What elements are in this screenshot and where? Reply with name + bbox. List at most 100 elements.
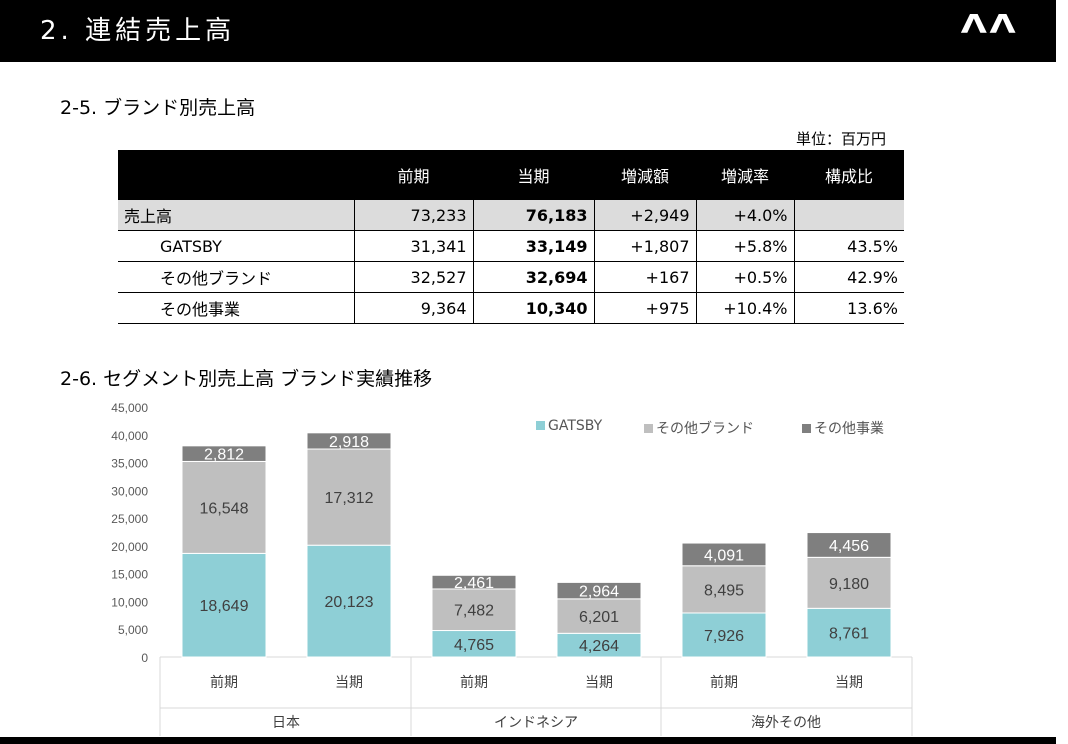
table-cell: 31,341: [353, 230, 473, 262]
table-cell: +2,949: [593, 200, 696, 231]
bar-segment: [681, 542, 767, 567]
bar-segment: [806, 532, 892, 558]
data-label: 2,461: [454, 575, 494, 592]
table-header-cell: 増減額: [594, 150, 696, 200]
group-label: 海外その他: [751, 715, 821, 731]
bar-segment: [806, 556, 892, 609]
table-cell: +4.0%: [695, 200, 794, 231]
y-tick-label: 25,000: [111, 512, 148, 526]
x-tick-label: 当期: [585, 675, 613, 691]
data-label: 8,495: [704, 582, 744, 599]
table-cell: その他事業: [118, 292, 354, 324]
bar-segment: [431, 630, 517, 658]
data-label: 7,926: [704, 628, 744, 645]
table-cell: 42.9%: [793, 261, 904, 293]
table-cell: 76,183: [472, 200, 594, 231]
data-label: 2,964: [579, 584, 619, 601]
data-label: 4,091: [704, 547, 744, 564]
table-header-cell: 前期: [354, 150, 473, 200]
bar-segment: [181, 445, 267, 462]
y-tick-label: 5,000: [118, 623, 148, 637]
x-tick-label: 当期: [335, 675, 363, 691]
table-header-row: 前期 当期 増減額 増減率 構成比: [118, 150, 904, 200]
page-title: 2. 連結売上高: [40, 16, 236, 46]
legend-item: GATSBY: [536, 418, 602, 434]
table-header-cell: [118, 150, 354, 200]
bar-segment: [806, 607, 892, 658]
group-label: インドネシア: [494, 715, 578, 731]
stacked-bar-chart: 0 5,000 10,000 15,000 20,000 25,000 30,000 35,0…: [111, 401, 913, 736]
brand-sales-table: 前期 当期 増減額 増減率 構成比 売上高 73,233 76,183 +2,9…: [118, 150, 904, 324]
x-tick-label: 前期: [460, 674, 488, 691]
data-label: 4,456: [829, 538, 869, 555]
table-row: その他事業 9,364 10,340 +975 +10.4% 13.6%: [118, 292, 904, 324]
data-label: 17,312: [325, 490, 374, 507]
bar-segment: [181, 552, 267, 658]
bar-segment: [431, 574, 517, 590]
bar-segment: [556, 598, 642, 634]
bar-segment: [681, 612, 767, 658]
table-cell: 73,233: [353, 200, 473, 231]
legend-item: その他事業: [802, 418, 884, 438]
data-label: 9,180: [829, 576, 869, 593]
data-label: 4,765: [454, 637, 494, 654]
table-row: その他ブランド 32,527 32,694 +167 +0.5% 42.9%: [118, 261, 904, 293]
bar-segment: [181, 460, 267, 554]
table-row: GATSBY 31,341 33,149 +1,807 +5.8% 43.5%: [118, 230, 904, 262]
table-cell: 売上高: [118, 200, 354, 231]
data-label: 8,761: [829, 626, 869, 643]
data-label: 2,918: [329, 434, 369, 451]
bar-segment: [306, 432, 392, 450]
bar-segment: [306, 448, 392, 546]
footer-bar: [0, 737, 1056, 744]
y-tick-label: 30,000: [111, 484, 148, 498]
data-label: 16,548: [200, 500, 249, 517]
table-cell: 43.5%: [793, 230, 904, 262]
data-label: 18,649: [200, 598, 249, 615]
data-label: 6,201: [579, 609, 619, 626]
table-cell: 13.6%: [793, 292, 904, 324]
legend-label: その他ブランド: [656, 421, 754, 437]
table-cell: +10.4%: [695, 292, 794, 324]
legend-label: GATSBY: [548, 418, 603, 434]
table-header-cell: 構成比: [794, 150, 904, 200]
header-bar: 2. 連結売上高 ΛΛ: [0, 0, 1056, 62]
table-cell: 32,527: [353, 261, 473, 293]
table-row: 売上高 73,233 76,183 +2,949 +4.0%: [118, 200, 904, 231]
legend-swatch: [802, 424, 811, 433]
table-header-cell: 当期: [473, 150, 594, 200]
table-cell: +5.8%: [695, 230, 794, 262]
x-tick-label: 前期: [210, 674, 238, 691]
x-tick-label: 前期: [710, 674, 738, 691]
data-label: 2,812: [204, 447, 244, 464]
table-cell: 9,364: [353, 292, 473, 324]
data-label: 4,264: [579, 638, 619, 655]
data-label: 7,482: [454, 603, 494, 620]
bar-segment: [431, 588, 517, 632]
y-tick-label: 20,000: [111, 540, 148, 554]
y-tick-label: 10,000: [111, 595, 148, 609]
data-label: 20,123: [325, 594, 374, 611]
bar-segment: [306, 544, 392, 658]
y-tick-label: 35,000: [111, 457, 148, 471]
legend-swatch: [536, 421, 545, 430]
y-tick-label: 15,000: [111, 568, 148, 582]
legend-swatch: [644, 424, 653, 433]
table-cell: 33,149: [472, 230, 594, 262]
table-cell: +167: [593, 261, 696, 293]
table-cell: +1,807: [593, 230, 696, 262]
section-title-segment-chart: 2-6. セグメント別売上高 ブランド実績推移: [60, 368, 433, 390]
y-tick-label: 45,000: [111, 401, 148, 415]
y-tick-label: 40,000: [111, 429, 148, 443]
x-tick-label: 当期: [835, 675, 863, 691]
section-title-brand-sales: 2-5. ブランド別売上高: [60, 97, 256, 119]
table-header-cell: 増減率: [696, 150, 794, 200]
logo-icon: ΛΛ: [960, 10, 1018, 40]
table-cell: [793, 200, 904, 231]
legend-label: その他事業: [814, 421, 884, 437]
bar-segment: [556, 581, 642, 600]
table-cell: +975: [593, 292, 696, 324]
table-cell: その他ブランド: [118, 261, 354, 293]
group-label: 日本: [272, 715, 300, 731]
table-cell: GATSBY: [118, 230, 354, 262]
